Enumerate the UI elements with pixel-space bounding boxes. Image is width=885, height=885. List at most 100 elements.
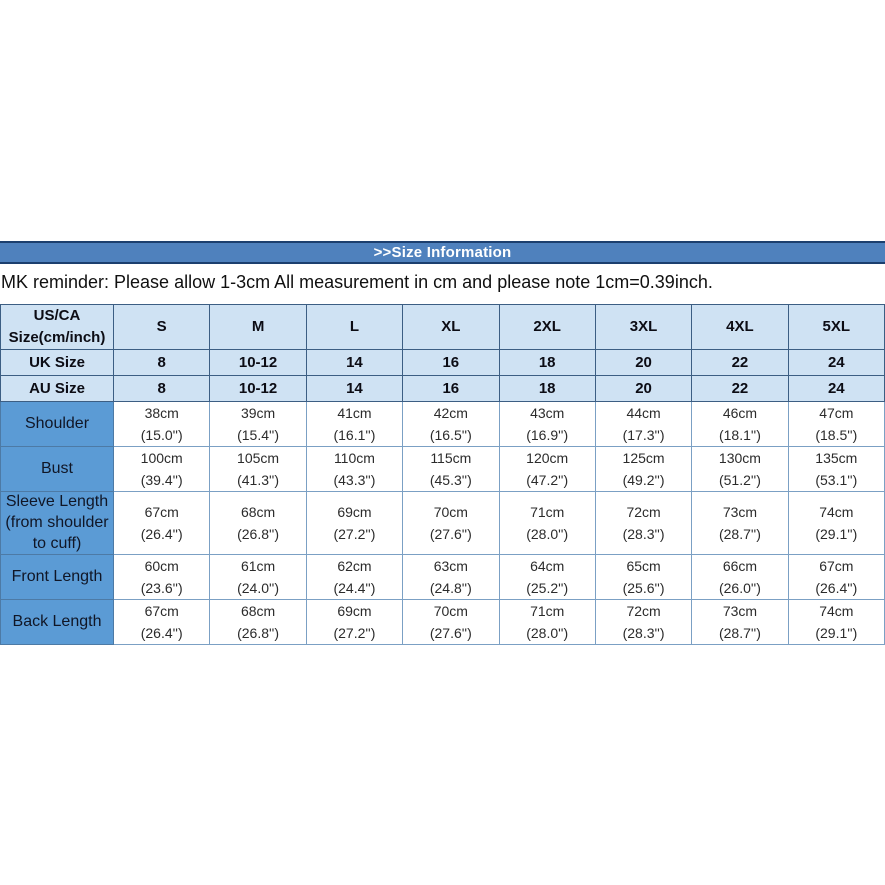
measurement-cm-value: 74cm — [819, 504, 854, 521]
measurement-inch-value: (25.2'') — [526, 580, 569, 597]
size-column-header: 3XL — [594, 304, 693, 350]
region-size-value: 20 — [594, 349, 693, 376]
measurement-row: Front Length 60cm (23.6'') 61cm (24.0'') 62cm… — [0, 554, 885, 601]
measurement-value: 67cm (26.4'') — [787, 554, 885, 601]
measurement-cm-value: 68cm — [240, 504, 276, 521]
size-column-header: M — [209, 304, 307, 350]
measurement-value: 42cm (16.5'') — [402, 401, 500, 447]
measurement-row: Bust 100cm (39.4'') 105cm (41.3'') 110cm (43.3… — [0, 446, 885, 492]
measurement-cm-value: 67cm — [819, 558, 854, 575]
measurement-value: 100cm (39.4'') — [112, 446, 211, 492]
measurement-inch-value: (18.1'') — [718, 427, 761, 443]
measurement-label: Front Length — [0, 554, 114, 601]
measurement-inch-value: (23.6'') — [140, 580, 183, 597]
measurement-cm-value: 120cm — [526, 450, 569, 466]
measurement-cm-value: 125cm — [622, 450, 665, 466]
region-size-value: 10-12 — [209, 349, 307, 376]
measurement-inch-value: (28.3'') — [622, 526, 665, 543]
region-size-value: 18 — [498, 375, 596, 402]
region-size-value: 24 — [787, 349, 885, 376]
measurement-value: 68cm (26.8'') — [209, 490, 307, 556]
measurement-value: 68cm (26.8'') — [209, 599, 307, 646]
measurement-value: 69cm (27.2'') — [305, 599, 404, 646]
measurement-value: 38cm (15.0'') — [112, 401, 211, 447]
measurement-value: 67cm (26.4'') — [112, 490, 211, 556]
measurement-value: 39cm (15.4'') — [209, 401, 307, 447]
measurement-value: 69cm (27.2'') — [305, 490, 404, 556]
measurement-value: 110cm (43.3'') — [305, 446, 404, 492]
measurement-value: 72cm (28.3'') — [594, 490, 693, 556]
measurement-inch-value: (41.3'') — [237, 472, 280, 488]
section-header-banner: >>Size Information — [0, 241, 885, 264]
measurement-value: 135cm (53.1'') — [787, 446, 885, 492]
measurement-cm-value: 70cm — [433, 504, 468, 521]
measurement-inch-value: (26.8'') — [237, 625, 280, 642]
measurement-inch-value: (39.4'') — [140, 472, 183, 488]
measurement-row: Sleeve Length (from shoulder to cuff) 67c… — [0, 490, 885, 556]
measurement-value: 70cm (27.6'') — [402, 490, 500, 556]
measurement-cm-value: 47cm — [819, 405, 854, 421]
measurement-inch-value: (15.4'') — [237, 427, 280, 443]
measurement-value: 71cm (28.0'') — [498, 599, 596, 646]
measurement-cm-value: 72cm — [626, 603, 661, 620]
measurement-inch-value: (26.0'') — [718, 580, 761, 597]
measurement-value: 47cm (18.5'') — [787, 401, 885, 447]
measurement-label: Sleeve Length (from shoulder to cuff) — [0, 490, 114, 556]
measurement-value: 60cm (23.6'') — [112, 554, 211, 601]
size-column-header: 4XL — [691, 304, 789, 350]
region-size-value: 18 — [498, 349, 596, 376]
measurement-cm-value: 66cm — [722, 558, 758, 575]
measurement-cm-value: 110cm — [333, 450, 375, 466]
measurement-inch-value: (18.5'') — [815, 427, 858, 443]
measurement-cm-value: 61cm — [240, 558, 276, 575]
measurement-inch-value: (24.8'') — [429, 580, 472, 597]
measurement-label: Back Length — [0, 599, 114, 646]
region-size-value: 20 — [594, 375, 693, 402]
size-column-header: L — [305, 304, 404, 350]
measurement-value: 120cm (47.2'') — [498, 446, 596, 492]
region-size-value: 22 — [691, 375, 789, 402]
measurement-cm-value: 73cm — [722, 603, 758, 620]
measurement-value: 67cm (26.4'') — [112, 599, 211, 646]
region-size-value: 8 — [112, 349, 211, 376]
measurement-value: 74cm (29.1'') — [787, 490, 885, 556]
measurement-inch-value: (51.2'') — [718, 472, 761, 488]
measurement-inch-value: (29.1'') — [815, 526, 858, 543]
measurement-inch-value: (29.1'') — [815, 625, 858, 642]
measurement-inch-value: (47.2'') — [526, 472, 569, 488]
measurement-cm-value: 39cm — [240, 405, 276, 421]
measurement-value: 73cm (28.7'') — [691, 490, 789, 556]
measurement-inch-value: (27.2'') — [333, 625, 376, 642]
region-size-value: 16 — [402, 375, 500, 402]
measurement-value: 105cm (41.3'') — [209, 446, 307, 492]
size-column-header: 5XL — [787, 304, 885, 350]
measurement-cm-value: 130cm — [718, 450, 761, 466]
measurement-cm-value: 74cm — [819, 603, 854, 620]
measurement-value: 130cm (51.2'') — [691, 446, 789, 492]
measurement-value: 65cm (25.6'') — [594, 554, 693, 601]
measurement-value: 115cm (45.3'') — [402, 446, 500, 492]
measurement-inch-value: (28.0'') — [526, 526, 569, 543]
measurement-inch-value: (27.2'') — [333, 526, 376, 543]
measurement-cm-value: 73cm — [722, 504, 758, 521]
measurement-cm-value: 42cm — [433, 405, 468, 421]
measurement-cm-value: 135cm — [815, 450, 858, 466]
measurement-inch-value: (24.0'') — [237, 580, 280, 597]
measurement-inch-value: (16.5'') — [429, 427, 472, 443]
region-size-value: 14 — [305, 349, 404, 376]
measurement-label: Shoulder — [0, 401, 114, 447]
measurement-cm-value: 105cm — [237, 450, 280, 466]
measurement-value: 46cm (18.1'') — [691, 401, 789, 447]
region-size-value: 14 — [305, 375, 404, 402]
size-chart-page: >>Size Information MK reminder: Please a… — [0, 241, 885, 646]
measurement-cm-value: 71cm — [530, 504, 565, 521]
measurement-cm-value: 38cm — [144, 405, 179, 421]
measurement-inch-value: (26.4'') — [140, 526, 183, 543]
measurement-value: 72cm (28.3'') — [594, 599, 693, 646]
measurement-value: 71cm (28.0'') — [498, 490, 596, 556]
measurement-row: Back Length 67cm (26.4'') 68cm (26.8'') 69cm (… — [0, 599, 885, 646]
region-size-label: UK Size — [0, 349, 114, 376]
size-column-header: S — [112, 304, 211, 350]
region-size-label: AU Size — [0, 375, 114, 402]
measurement-inch-value: (27.6'') — [429, 526, 472, 543]
